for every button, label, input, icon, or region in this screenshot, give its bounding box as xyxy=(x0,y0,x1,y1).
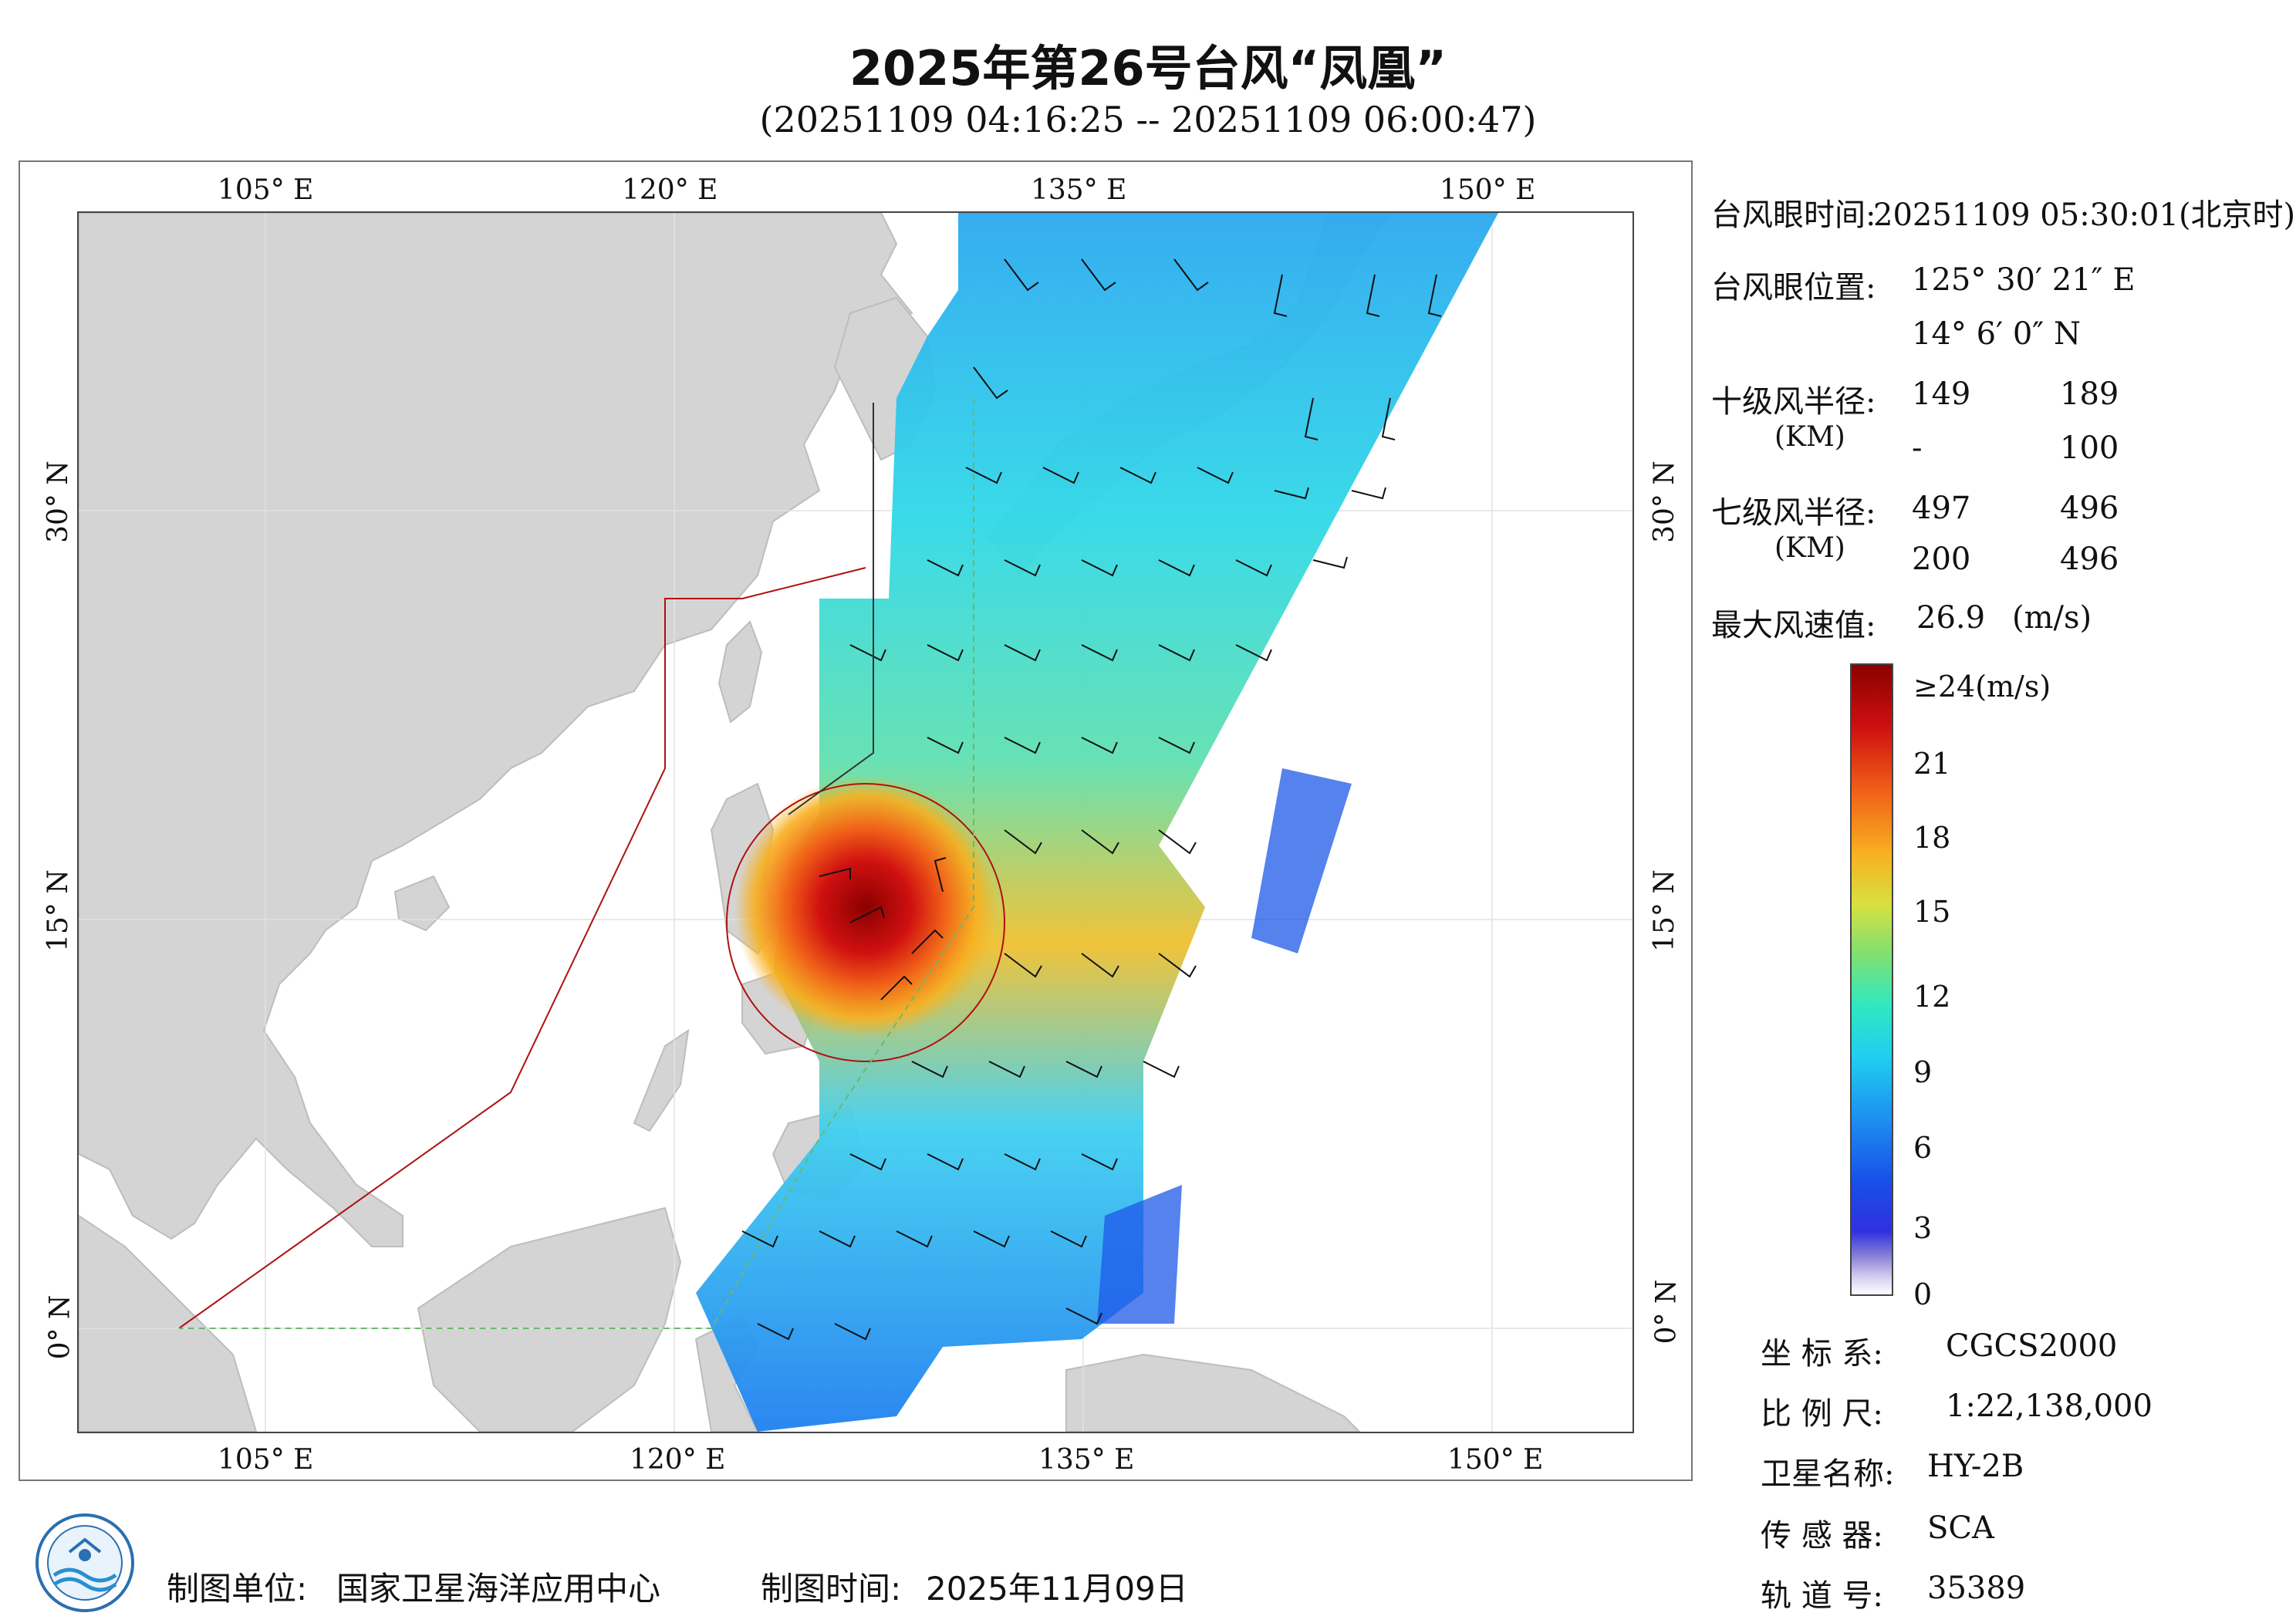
dashed-line-24h xyxy=(179,398,974,1329)
land-sumatra xyxy=(79,1214,258,1432)
crs-label: 坐 标 系: xyxy=(1761,1336,1883,1372)
eye-position-label: 台风眼位置: xyxy=(1711,270,1876,305)
lon-tick-bottom-105: 105° E xyxy=(218,1444,314,1476)
wind-barbs xyxy=(741,258,1442,1341)
eye-longitude: 125° 30′ 21″ E xyxy=(1912,262,2136,298)
warning-line-24h xyxy=(788,403,874,815)
colorbar-label-6: 6 xyxy=(1913,1131,1933,1165)
satellite-label: 卫星名称: xyxy=(1761,1456,1895,1492)
lat-tick-right-15: 15° N xyxy=(1648,869,1680,952)
sensor-value: SCA xyxy=(1927,1510,1994,1546)
land-new-guinea xyxy=(1065,1353,1361,1432)
footer-org-label: 制图单位: xyxy=(167,1570,308,1608)
land-hainan xyxy=(393,875,451,932)
land-asia-mainland xyxy=(79,213,913,1247)
r10-unit: (KM) xyxy=(1774,421,1845,453)
colorbar-label-9: 9 xyxy=(1913,1055,1933,1089)
lat-tick-left-30: 30° N xyxy=(42,461,74,543)
typhoon-core-high-wind xyxy=(734,776,997,1038)
max-wind-unit: (m/s) xyxy=(2012,600,2092,636)
colorbar-label-15: 15 xyxy=(1913,895,1951,929)
time-range: (20251109 04:16:25 -- 20251109 06:00:47) xyxy=(759,99,1537,140)
lon-tick-top-150: 150° E xyxy=(1440,174,1536,206)
max-wind-label: 最大风速值: xyxy=(1711,608,1876,643)
footer-date-value: 2025年11月09日 xyxy=(926,1570,1188,1608)
scale-label: 比 例 尺: xyxy=(1761,1396,1883,1432)
eye-latitude: 14° 6′ 0″ N xyxy=(1912,316,2081,352)
r10-value-1: 149 xyxy=(1912,376,1971,412)
land-borneo xyxy=(417,1206,682,1432)
orbit-label: 轨 道 号: xyxy=(1761,1578,1883,1614)
lat-tick-left-0: 0° N xyxy=(44,1294,76,1360)
map-title: 2025年第26号台风“凤凰” xyxy=(849,40,1447,96)
colorbar-label-18: 18 xyxy=(1913,821,1951,855)
r10-value-2: 189 xyxy=(2060,376,2119,412)
lon-tick-bottom-120: 120° E xyxy=(630,1444,726,1476)
lat-tick-left-15: 15° N xyxy=(42,869,74,952)
r10-value-4: 100 xyxy=(2060,430,2119,466)
map-frame xyxy=(19,160,1693,1481)
colorbar-label-21: 21 xyxy=(1913,747,1951,781)
r7-value-3: 200 xyxy=(1912,542,1971,577)
max-wind-value: 26.9 xyxy=(1916,600,1986,636)
r7-label: 七级风半径: xyxy=(1711,495,1876,531)
lon-tick-bottom-135: 135° E xyxy=(1038,1444,1135,1476)
colorbar-label-0: 0 xyxy=(1913,1277,1933,1311)
crs-value: CGCS2000 xyxy=(1946,1328,2118,1364)
wind-field-map xyxy=(79,213,1633,1432)
sensor-label: 传 感 器: xyxy=(1761,1518,1883,1554)
footer-date-label: 制图时间: xyxy=(761,1570,902,1608)
satellite-value: HY-2B xyxy=(1927,1449,2024,1484)
colorbar-label-24: ≥24(m/s) xyxy=(1913,670,2051,704)
warning-line-48h xyxy=(178,567,866,1329)
colorbar-label-12: 12 xyxy=(1913,980,1951,1014)
r7-wind-circle xyxy=(726,783,1005,1062)
lon-tick-bottom-150: 150° E xyxy=(1447,1444,1544,1476)
r7-value-4: 496 xyxy=(2060,542,2119,577)
eye-time-label: 台风眼时间: xyxy=(1711,197,1876,233)
scale-value: 1:22,138,000 xyxy=(1946,1388,2152,1424)
map-area[interactable] xyxy=(77,211,1634,1433)
lon-tick-top-105: 105° E xyxy=(218,174,314,206)
r10-label: 十级风半径: xyxy=(1711,384,1876,420)
nsoas-logo-icon xyxy=(31,1509,139,1617)
r10-value-3: - xyxy=(1912,430,1923,466)
r7-value-2: 496 xyxy=(2060,491,2119,526)
r7-value-1: 497 xyxy=(1912,491,1971,526)
lon-tick-top-135: 135° E xyxy=(1031,174,1127,206)
swath-blue-southeast xyxy=(1097,1185,1182,1324)
swath-blue-east-edge xyxy=(1251,768,1352,953)
lat-tick-right-0: 0° N xyxy=(1650,1279,1683,1345)
footer-org-value: 国家卫星海洋应用中心 xyxy=(336,1570,661,1608)
land-taiwan xyxy=(718,620,763,724)
eye-time-value: 20251109 05:30:01(北京时) xyxy=(1873,197,2296,233)
orbit-value: 35389 xyxy=(1927,1571,2026,1606)
r7-unit: (KM) xyxy=(1774,532,1845,564)
wind-speed-colorbar xyxy=(1850,663,1893,1296)
land-palawan xyxy=(633,1028,690,1132)
colorbar-label-3: 3 xyxy=(1913,1211,1933,1245)
lon-tick-top-120: 120° E xyxy=(622,174,718,206)
lat-tick-right-30: 30° N xyxy=(1648,461,1680,543)
swath-coverage xyxy=(696,213,1498,1432)
